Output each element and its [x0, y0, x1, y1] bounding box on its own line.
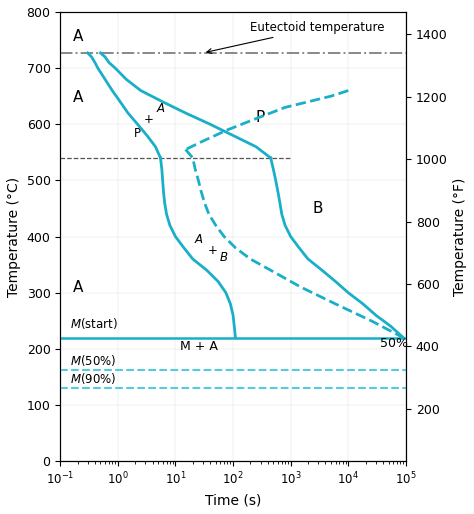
Text: $M$(50%): $M$(50%) — [70, 353, 117, 368]
Y-axis label: Temperature (°F): Temperature (°F) — [453, 177, 467, 296]
Text: $M$(start): $M$(start) — [70, 316, 118, 331]
Text: A: A — [73, 90, 83, 105]
Text: P: P — [134, 127, 141, 140]
Text: $M$(90%): $M$(90%) — [70, 372, 117, 387]
Text: A: A — [73, 29, 83, 44]
Text: Eutectoid temperature: Eutectoid temperature — [207, 21, 385, 53]
Text: +: + — [208, 244, 218, 257]
Text: B: B — [313, 201, 323, 216]
Text: B: B — [220, 251, 228, 264]
Text: A: A — [156, 102, 164, 115]
Text: A: A — [73, 280, 83, 295]
Text: P: P — [256, 110, 265, 125]
Y-axis label: Temperature (°C): Temperature (°C) — [7, 176, 21, 297]
Text: 50%: 50% — [380, 337, 408, 350]
Text: A: A — [194, 233, 202, 246]
X-axis label: Time (s): Time (s) — [205, 493, 261, 507]
Text: M + A: M + A — [180, 340, 218, 353]
Text: +: + — [144, 113, 154, 126]
